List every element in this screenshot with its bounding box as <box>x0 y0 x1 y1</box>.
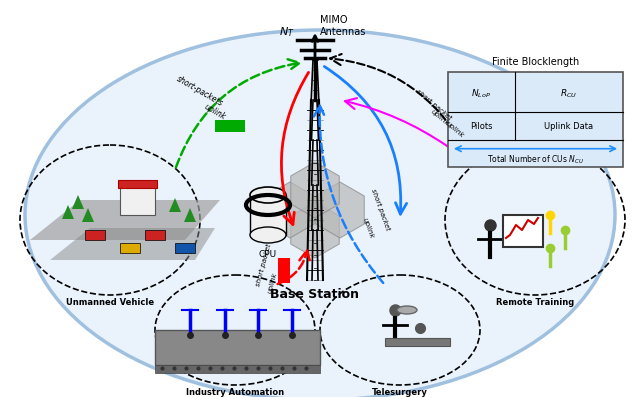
Bar <box>215 120 245 132</box>
Polygon shape <box>266 182 314 238</box>
Text: uplink: uplink <box>362 217 375 239</box>
Bar <box>503 215 543 247</box>
Text: uplink: uplink <box>203 102 227 122</box>
Polygon shape <box>184 208 196 222</box>
Polygon shape <box>72 195 84 209</box>
FancyArrowPatch shape <box>314 106 383 283</box>
Polygon shape <box>291 162 339 218</box>
FancyArrowPatch shape <box>345 98 448 146</box>
Text: $R_{CU}$: $R_{CU}$ <box>560 88 577 100</box>
Text: CPU: CPU <box>259 250 277 259</box>
Bar <box>155 365 320 373</box>
Ellipse shape <box>397 306 417 314</box>
Text: $N_{LoP}$: $N_{LoP}$ <box>471 88 492 100</box>
Polygon shape <box>82 208 94 222</box>
Polygon shape <box>62 205 74 219</box>
Ellipse shape <box>25 30 615 397</box>
Text: MIMO: MIMO <box>320 15 348 25</box>
Text: Uplink Data: Uplink Data <box>544 121 593 131</box>
Text: Pilots: Pilots <box>470 121 493 131</box>
Bar <box>385 338 450 346</box>
Bar <box>175 243 195 253</box>
Text: Total Number of CUs $N_{CU}$: Total Number of CUs $N_{CU}$ <box>487 154 584 166</box>
Polygon shape <box>30 200 220 240</box>
Text: Antennas: Antennas <box>320 27 366 37</box>
Text: short-packets: short-packets <box>175 74 225 108</box>
Bar <box>120 243 140 253</box>
Bar <box>120 185 155 215</box>
Bar <box>145 230 165 240</box>
FancyArrowPatch shape <box>176 59 300 168</box>
Text: uplink: uplink <box>266 272 278 294</box>
FancyArrowPatch shape <box>330 54 458 138</box>
Bar <box>118 180 157 188</box>
Bar <box>448 72 623 167</box>
Bar <box>85 230 105 240</box>
Polygon shape <box>291 202 339 258</box>
FancyArrowPatch shape <box>324 67 406 214</box>
Ellipse shape <box>250 187 286 203</box>
Text: Remote Training: Remote Training <box>496 298 574 307</box>
Bar <box>155 330 320 365</box>
Ellipse shape <box>250 227 286 243</box>
Text: Base Station: Base Station <box>271 288 360 301</box>
Text: Finite Blocklength: Finite Blocklength <box>492 57 579 67</box>
Bar <box>278 258 290 283</box>
Text: $N_T$: $N_T$ <box>280 25 295 39</box>
Text: Unmanned Vehicle: Unmanned Vehicle <box>66 298 154 307</box>
Text: short packet: short packet <box>370 188 391 232</box>
Bar <box>250 195 286 235</box>
Text: Telesurgery: Telesurgery <box>372 388 428 397</box>
Polygon shape <box>50 228 215 260</box>
FancyArrowPatch shape <box>278 251 310 284</box>
Polygon shape <box>169 198 181 212</box>
Text: uplink: uplink <box>445 121 465 139</box>
FancyArrowPatch shape <box>282 72 308 224</box>
Text: Industry Automation: Industry Automation <box>186 388 284 397</box>
Text: uplink: uplink <box>430 109 451 127</box>
Text: short packet: short packet <box>415 89 452 121</box>
Text: short packet: short packet <box>255 243 273 287</box>
Polygon shape <box>316 182 364 238</box>
